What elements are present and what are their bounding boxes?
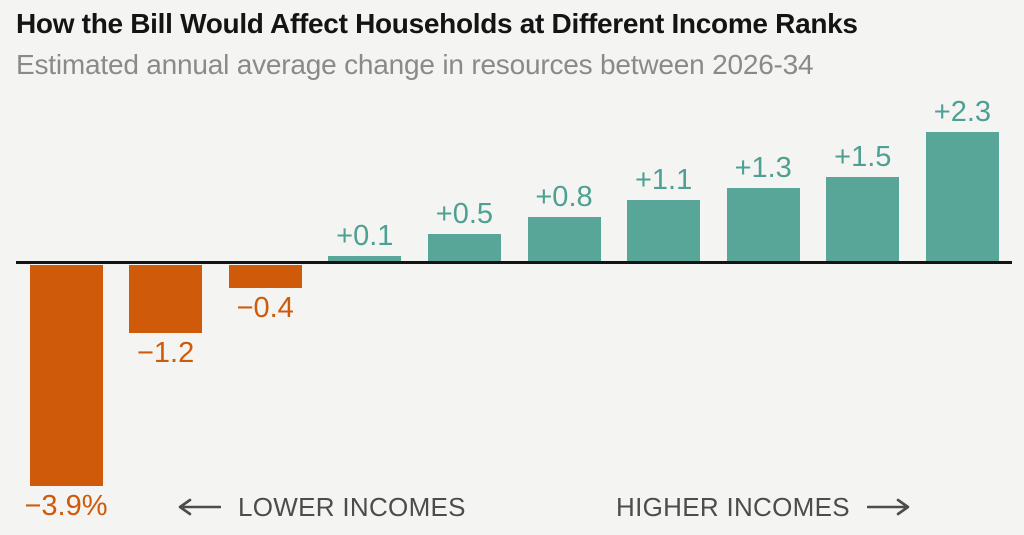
bar-decile-7: [627, 199, 701, 262]
bar-label-decile-9: +1.5: [834, 141, 892, 174]
higher-incomes-note: HIGHER INCOMES: [616, 492, 913, 522]
chart-subtitle: Estimated annual average change in resou…: [16, 49, 814, 80]
bar-label-decile-5: +0.5: [435, 197, 494, 230]
left-arrow-icon: [178, 498, 221, 516]
bar-decile-3: [228, 265, 302, 288]
bar-label-decile-8: +1.3: [734, 152, 792, 185]
bar-decile-6: [527, 216, 601, 262]
higher-incomes-label: HIGHER INCOMES: [616, 492, 850, 522]
bar-label-decile-1: −3.9%: [24, 489, 108, 522]
bar-decile-9: [826, 177, 900, 262]
right-arrow-icon: [866, 498, 910, 516]
chart-title: How the Bill Would Affect Households at …: [16, 8, 858, 39]
bar-decile-5: [427, 233, 501, 262]
bar-label-decile-10: +2.3: [933, 95, 992, 128]
zero-axis-line: [16, 261, 1012, 264]
bar-decile-4: [328, 256, 402, 262]
bar-decile-10: [925, 131, 999, 262]
bar-label-decile-3: −0.4: [236, 291, 294, 324]
bar-label-decile-6: +0.8: [535, 180, 593, 213]
bar-decile-1: [29, 265, 103, 486]
bar-decile-2: [129, 265, 203, 333]
bar-label-decile-2: −1.2: [136, 336, 195, 369]
bar-label-decile-7: +1.1: [634, 163, 693, 196]
bar-label-decile-4: +0.1: [336, 220, 394, 253]
lower-incomes-note: LOWER INCOMES: [175, 492, 466, 522]
bar-decile-8: [726, 188, 800, 262]
lower-incomes-label: LOWER INCOMES: [238, 492, 466, 522]
